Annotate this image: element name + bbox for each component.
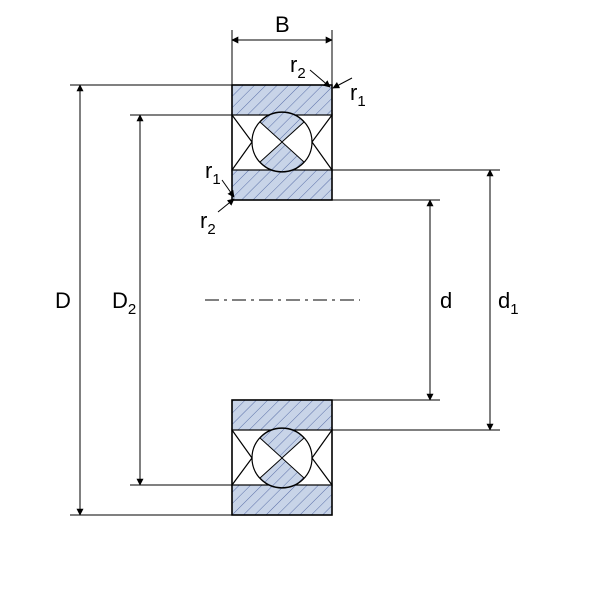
dim-r1-inner: r1 (205, 158, 234, 197)
upper-section (232, 85, 332, 200)
lower-section (232, 400, 332, 515)
label-r1-inner: r1 (205, 158, 221, 188)
label-D2: D2 (112, 288, 136, 318)
label-d: d (440, 288, 452, 313)
dim-r2-top: r2 (290, 52, 330, 87)
dim-B: B (232, 12, 332, 85)
label-d1: d1 (498, 288, 519, 318)
label-r2-top: r2 (290, 52, 306, 82)
dim-r2-inner: r2 (200, 199, 234, 238)
label-D: D (55, 288, 71, 313)
bearing-diagram: B r2 r1 r1 r2 D D2 d (0, 0, 600, 600)
label-B: B (275, 12, 290, 37)
dim-r1-top: r1 (333, 78, 366, 110)
label-r1-top: r1 (350, 80, 366, 110)
label-r2-inner: r2 (200, 208, 216, 238)
